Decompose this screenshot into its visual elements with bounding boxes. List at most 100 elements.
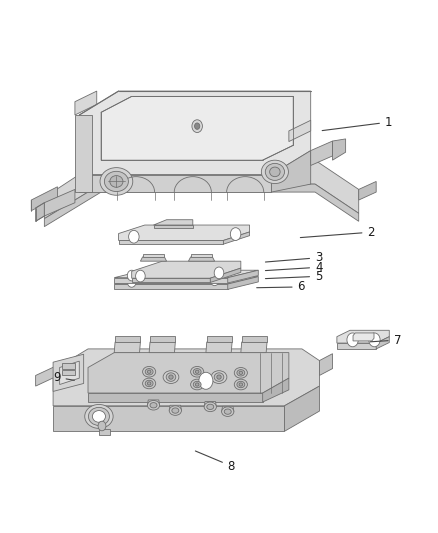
Polygon shape <box>169 405 181 410</box>
Polygon shape <box>153 220 193 225</box>
Ellipse shape <box>191 367 204 377</box>
Ellipse shape <box>148 400 159 410</box>
Polygon shape <box>119 240 223 244</box>
Polygon shape <box>114 278 228 283</box>
Polygon shape <box>204 401 216 407</box>
Polygon shape <box>114 270 258 278</box>
Circle shape <box>214 267 224 279</box>
Polygon shape <box>53 406 285 431</box>
Ellipse shape <box>214 373 224 381</box>
Polygon shape <box>53 349 319 406</box>
Ellipse shape <box>92 410 106 422</box>
Polygon shape <box>376 337 389 349</box>
Ellipse shape <box>204 402 216 411</box>
Polygon shape <box>115 336 141 342</box>
Text: 8: 8 <box>195 451 235 473</box>
Polygon shape <box>337 343 376 349</box>
Polygon shape <box>62 370 75 375</box>
Text: 9: 9 <box>53 371 74 384</box>
Ellipse shape <box>148 370 151 373</box>
Polygon shape <box>132 278 210 282</box>
Ellipse shape <box>207 404 214 409</box>
Circle shape <box>210 275 219 286</box>
Ellipse shape <box>110 175 123 187</box>
Polygon shape <box>35 203 44 221</box>
Ellipse shape <box>143 367 155 377</box>
Ellipse shape <box>143 378 155 389</box>
Circle shape <box>194 123 200 130</box>
Polygon shape <box>114 284 228 289</box>
Circle shape <box>369 333 380 347</box>
Polygon shape <box>228 277 258 289</box>
Ellipse shape <box>195 370 199 373</box>
Polygon shape <box>188 257 215 261</box>
Polygon shape <box>223 232 250 244</box>
Circle shape <box>192 120 202 133</box>
Polygon shape <box>207 336 232 342</box>
Ellipse shape <box>145 368 153 375</box>
Text: 7: 7 <box>370 334 401 346</box>
Text: 5: 5 <box>265 270 322 283</box>
Ellipse shape <box>85 405 113 429</box>
Polygon shape <box>289 120 311 142</box>
Circle shape <box>127 270 136 281</box>
Ellipse shape <box>191 379 204 390</box>
Text: 4: 4 <box>265 261 322 274</box>
Ellipse shape <box>88 407 110 425</box>
Polygon shape <box>79 174 272 192</box>
Polygon shape <box>319 354 332 375</box>
Polygon shape <box>148 400 159 405</box>
Ellipse shape <box>169 375 173 379</box>
Polygon shape <box>44 160 359 219</box>
Ellipse shape <box>104 171 128 191</box>
Polygon shape <box>31 187 57 211</box>
Polygon shape <box>88 353 289 393</box>
Ellipse shape <box>234 368 247 378</box>
Ellipse shape <box>100 167 133 195</box>
Polygon shape <box>285 386 319 431</box>
Ellipse shape <box>150 402 157 408</box>
Ellipse shape <box>195 383 199 386</box>
Polygon shape <box>263 378 289 402</box>
Ellipse shape <box>265 164 285 180</box>
Polygon shape <box>241 342 267 353</box>
Polygon shape <box>337 330 389 343</box>
Polygon shape <box>242 336 267 342</box>
Polygon shape <box>132 261 241 278</box>
Polygon shape <box>60 361 79 384</box>
Polygon shape <box>143 254 164 257</box>
Polygon shape <box>101 96 293 160</box>
Polygon shape <box>44 189 75 216</box>
Circle shape <box>129 230 139 243</box>
Polygon shape <box>353 333 374 341</box>
Polygon shape <box>99 429 110 435</box>
Ellipse shape <box>166 373 176 381</box>
Ellipse shape <box>270 167 280 176</box>
Polygon shape <box>149 342 175 353</box>
Circle shape <box>230 228 241 240</box>
Polygon shape <box>75 115 92 192</box>
Polygon shape <box>114 342 141 353</box>
Polygon shape <box>119 225 250 240</box>
Polygon shape <box>272 151 311 192</box>
Ellipse shape <box>237 381 245 387</box>
Polygon shape <box>191 254 212 257</box>
Circle shape <box>199 372 213 389</box>
Ellipse shape <box>239 371 243 374</box>
Polygon shape <box>311 141 332 165</box>
Polygon shape <box>114 277 258 284</box>
Ellipse shape <box>217 375 221 379</box>
Polygon shape <box>88 393 263 402</box>
Ellipse shape <box>172 408 179 413</box>
Text: 1: 1 <box>322 116 392 131</box>
Polygon shape <box>75 91 97 115</box>
Polygon shape <box>62 364 75 368</box>
Ellipse shape <box>222 407 234 416</box>
Ellipse shape <box>234 379 247 390</box>
Ellipse shape <box>193 381 201 387</box>
Ellipse shape <box>145 380 153 386</box>
Polygon shape <box>153 225 193 228</box>
Polygon shape <box>35 364 62 386</box>
Polygon shape <box>228 270 258 283</box>
Polygon shape <box>150 336 175 342</box>
